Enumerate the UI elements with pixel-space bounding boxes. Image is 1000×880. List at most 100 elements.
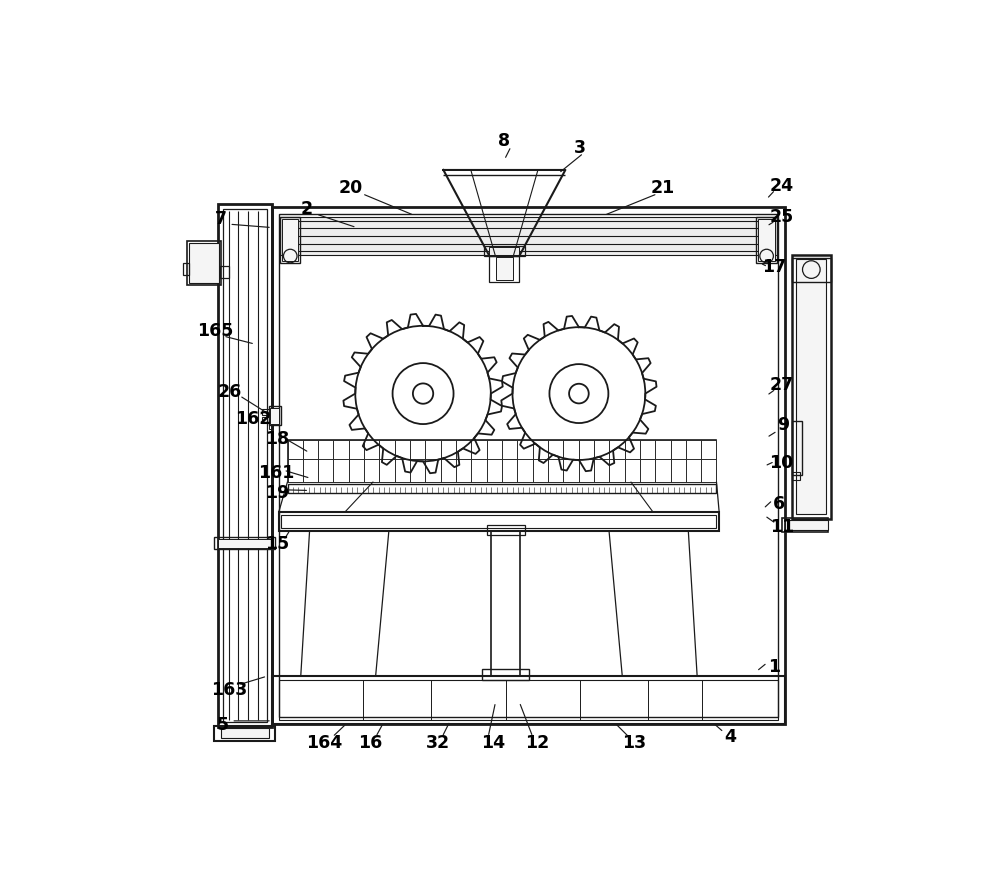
Bar xyxy=(262,417,269,422)
Text: 1: 1 xyxy=(768,657,780,676)
Bar xyxy=(758,219,775,261)
Bar xyxy=(364,440,379,458)
Text: 17: 17 xyxy=(762,258,786,275)
Bar xyxy=(625,458,640,481)
Bar xyxy=(425,440,441,458)
Text: 15: 15 xyxy=(265,535,289,553)
Text: 21: 21 xyxy=(651,180,675,197)
Bar xyxy=(456,458,471,481)
Text: 165: 165 xyxy=(198,321,234,340)
Bar xyxy=(563,458,579,481)
Bar xyxy=(489,246,519,254)
Bar xyxy=(280,217,777,254)
Text: 24: 24 xyxy=(770,177,794,194)
Bar xyxy=(782,517,828,532)
Bar xyxy=(686,440,701,458)
Text: 164: 164 xyxy=(306,734,342,752)
Bar xyxy=(796,260,826,514)
Bar xyxy=(792,254,831,519)
Text: 25: 25 xyxy=(770,209,794,226)
Bar xyxy=(279,214,778,717)
Bar xyxy=(221,729,269,737)
Bar xyxy=(792,258,831,282)
Bar xyxy=(214,537,275,549)
Bar xyxy=(282,219,298,261)
Bar xyxy=(272,207,785,723)
Bar xyxy=(671,440,686,458)
Text: 32: 32 xyxy=(426,734,450,752)
Bar xyxy=(701,440,716,458)
Bar xyxy=(288,440,303,458)
Bar xyxy=(671,458,686,481)
Bar xyxy=(441,458,456,481)
Bar xyxy=(686,458,701,481)
Bar xyxy=(792,472,800,480)
Bar xyxy=(269,425,272,429)
Bar xyxy=(303,440,318,458)
Bar xyxy=(579,440,594,458)
Bar xyxy=(579,458,594,481)
Bar xyxy=(655,458,671,481)
Bar xyxy=(379,440,395,458)
Bar xyxy=(262,409,269,414)
Bar xyxy=(701,458,716,481)
Bar xyxy=(441,440,456,458)
Bar xyxy=(395,440,410,458)
Text: 18: 18 xyxy=(265,430,289,448)
Bar xyxy=(471,440,487,458)
Bar xyxy=(379,458,395,481)
Bar xyxy=(280,217,300,263)
Bar xyxy=(563,440,579,458)
Bar xyxy=(502,458,517,481)
Bar xyxy=(482,670,529,679)
Text: 5: 5 xyxy=(217,716,229,734)
Bar xyxy=(548,440,563,458)
Bar xyxy=(279,679,778,720)
Bar xyxy=(487,440,502,458)
Bar xyxy=(410,458,425,481)
Bar xyxy=(288,484,716,493)
Bar xyxy=(533,458,548,481)
Text: 2: 2 xyxy=(300,200,313,217)
Circle shape xyxy=(569,384,589,403)
Bar xyxy=(288,440,716,481)
Text: 8: 8 xyxy=(498,132,510,150)
Bar xyxy=(471,458,487,481)
Bar xyxy=(548,458,563,481)
Bar xyxy=(187,241,221,285)
Bar xyxy=(594,440,609,458)
Circle shape xyxy=(413,384,433,404)
Text: 13: 13 xyxy=(622,734,647,752)
Bar xyxy=(456,440,471,458)
Text: 16: 16 xyxy=(358,734,382,752)
Text: 162: 162 xyxy=(235,410,272,428)
Bar xyxy=(303,458,318,481)
Bar xyxy=(491,532,520,676)
Text: 12: 12 xyxy=(525,734,550,752)
Bar xyxy=(269,407,281,425)
Bar xyxy=(281,515,716,528)
Bar xyxy=(640,440,655,458)
Bar xyxy=(487,458,502,481)
Text: 4: 4 xyxy=(725,728,737,746)
Bar xyxy=(364,458,379,481)
Bar xyxy=(533,440,548,458)
Bar xyxy=(792,421,802,475)
Bar xyxy=(609,440,625,458)
Bar xyxy=(218,204,272,727)
Text: 20: 20 xyxy=(339,180,363,197)
Bar xyxy=(318,458,333,481)
Bar xyxy=(502,440,517,458)
Bar xyxy=(594,458,609,481)
Bar xyxy=(489,256,519,282)
Text: 14: 14 xyxy=(481,734,506,752)
Text: 3: 3 xyxy=(574,139,586,157)
Bar xyxy=(270,407,279,424)
Bar xyxy=(349,458,364,481)
Text: 11: 11 xyxy=(770,518,794,536)
Bar xyxy=(756,217,777,263)
Bar xyxy=(496,257,513,281)
Bar xyxy=(279,512,719,532)
Bar xyxy=(223,209,267,722)
Text: 9: 9 xyxy=(777,416,790,435)
